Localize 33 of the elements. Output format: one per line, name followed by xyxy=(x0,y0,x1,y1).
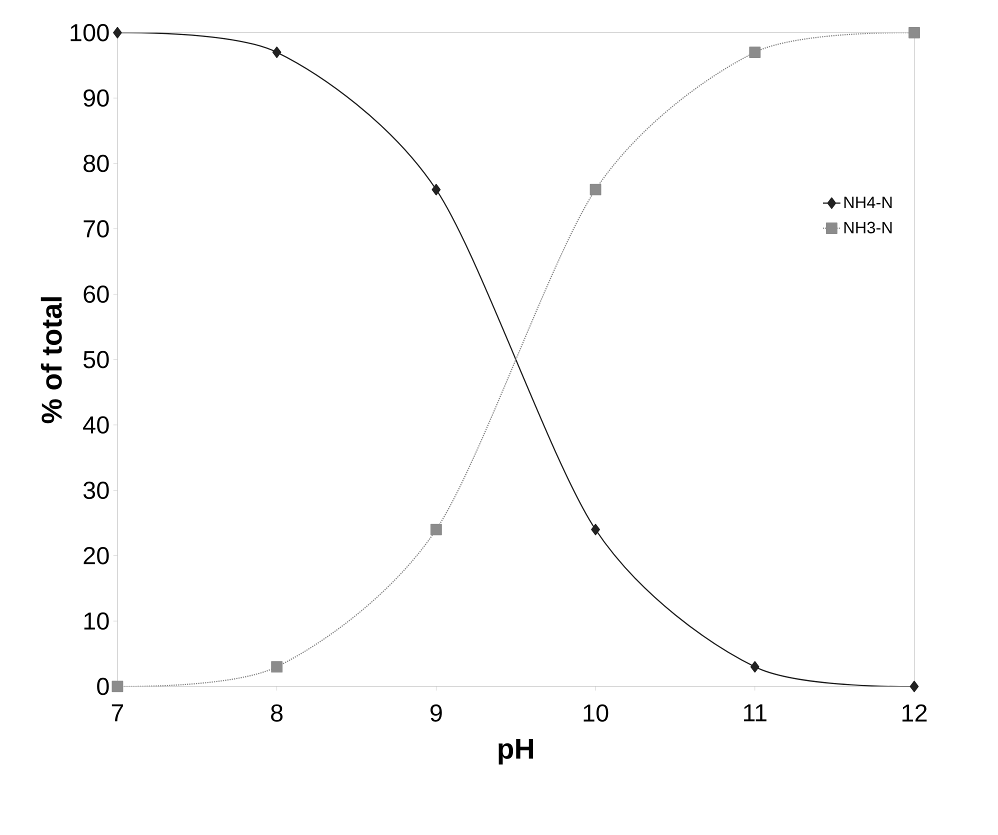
x-tick-label: 10 xyxy=(584,704,608,722)
y-tick-label: 10 xyxy=(84,612,109,630)
point xyxy=(590,184,602,196)
point xyxy=(432,184,441,196)
y-tick-label: 20 xyxy=(84,547,109,565)
x-tick-label: 8 xyxy=(271,704,283,722)
x-tick-label: 12 xyxy=(902,704,927,722)
point xyxy=(908,27,920,39)
y-tick-label: 50 xyxy=(83,351,109,368)
y-tick-label: 70 xyxy=(84,220,109,238)
y-tick-label: 30 xyxy=(83,482,109,500)
point xyxy=(112,680,124,692)
x-tick-label: 9 xyxy=(430,704,442,722)
y-tick-label: 0 xyxy=(97,678,109,696)
y-tick-label: 40 xyxy=(83,416,109,434)
point xyxy=(113,27,122,39)
y-tick-label: 90 xyxy=(84,90,109,107)
x-tick-label: 7 xyxy=(112,704,124,722)
point xyxy=(271,661,283,673)
point xyxy=(749,46,761,58)
point xyxy=(591,524,600,536)
legend-label: NH4-N xyxy=(844,196,892,208)
point xyxy=(430,524,442,536)
y-tick-label: 100 xyxy=(70,24,109,42)
y-tick-label: 80 xyxy=(84,154,109,172)
legend-label: NH3-N xyxy=(844,222,892,234)
y-tick-label: 60 xyxy=(84,286,109,304)
point xyxy=(750,661,760,673)
x-tick-label: 11 xyxy=(744,704,766,722)
x-axis-title: pH xyxy=(498,739,533,765)
point xyxy=(910,680,919,692)
point xyxy=(272,46,282,58)
y-axis-title: % of total xyxy=(40,297,62,424)
